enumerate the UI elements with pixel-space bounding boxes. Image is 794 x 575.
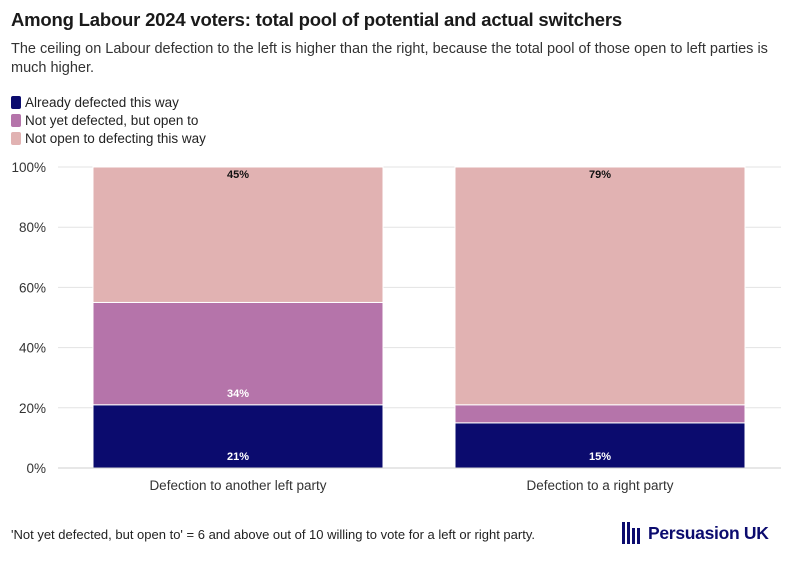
x-tick-label: Defection to a right party	[526, 478, 673, 493]
data-label: 34%	[227, 388, 249, 400]
stacked-bar-chart: 0% 20% 40% 60% 80% 100% 21% 34% 45% Defection to …	[11, 160, 781, 493]
legend-item-not-open: Not open to defecting this way	[11, 129, 206, 147]
chart-subtitle: The ceiling on Labour defection to the l…	[11, 41, 768, 76]
y-tick-label: 20%	[19, 401, 46, 416]
bar-segment	[92, 301, 384, 406]
bar-segment	[454, 422, 746, 469]
legend-swatch-not-open	[11, 131, 21, 145]
y-tick-label: 100%	[11, 160, 46, 175]
data-label: 21%	[227, 451, 249, 463]
footnote: 'Not yet defected, but open to' = 6 and …	[11, 527, 535, 542]
legend-label-not-open: Not open to defecting this way	[25, 130, 206, 146]
bars-logo-icon	[622, 522, 642, 544]
y-tick-label: 40%	[19, 341, 46, 356]
y-tick-label: 60%	[19, 280, 46, 295]
bar-segment	[92, 166, 384, 303]
legend-swatch-already-defected	[11, 95, 21, 109]
bar-segment	[454, 404, 746, 424]
data-label: 45%	[227, 169, 249, 181]
legend-item-already-defected: Already defected this way	[11, 93, 206, 111]
y-tick-label: 0%	[26, 461, 46, 476]
legend-swatch-open-to	[11, 113, 21, 127]
legend-item-open-to: Not yet defected, but open to	[11, 111, 206, 129]
legend-label-open-to: Not yet defected, but open to	[25, 112, 199, 128]
data-label: 15%	[589, 451, 611, 463]
legend: Already defected this way Not yet defect…	[11, 93, 206, 147]
legend-label-already-defected: Already defected this way	[25, 94, 179, 110]
bar-segment	[454, 166, 746, 406]
y-tick-label: 80%	[19, 220, 46, 235]
brand-name: Persuasion UK	[648, 522, 769, 543]
brand-logo: Persuasion UK	[622, 522, 769, 544]
data-label: 79%	[589, 169, 611, 181]
chart-title: Among Labour 2024 voters: total pool of …	[11, 9, 622, 30]
x-tick-label: Defection to another left party	[149, 478, 326, 493]
